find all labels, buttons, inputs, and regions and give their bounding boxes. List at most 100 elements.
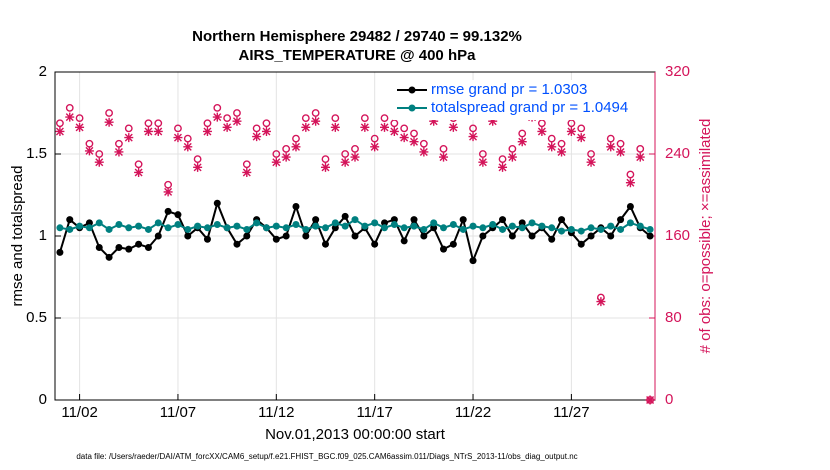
marker xyxy=(459,216,467,224)
marker xyxy=(625,178,635,188)
marker xyxy=(626,219,634,227)
marker xyxy=(262,119,271,128)
marker xyxy=(331,224,339,232)
marker xyxy=(361,222,369,230)
y-tick-label: 0 xyxy=(39,391,47,408)
marker xyxy=(469,222,477,230)
x-tick-label: 11/27 xyxy=(553,404,589,421)
marker xyxy=(243,232,251,240)
marker xyxy=(66,225,74,233)
marker xyxy=(282,232,290,240)
legend-box xyxy=(393,80,649,120)
marker xyxy=(341,150,350,158)
marker xyxy=(567,119,576,128)
marker xyxy=(351,216,359,224)
x-tick-label: 11/12 xyxy=(258,404,294,421)
marker xyxy=(408,104,416,112)
marker xyxy=(55,126,65,136)
marker xyxy=(105,225,113,233)
marker xyxy=(507,152,517,162)
marker xyxy=(626,202,634,210)
marker xyxy=(380,122,390,132)
marker xyxy=(252,132,262,142)
marker xyxy=(193,162,203,172)
marker xyxy=(194,222,202,230)
marker xyxy=(56,224,64,232)
legend-label: rmse grand pr = 1.0303 xyxy=(431,81,587,98)
marker xyxy=(488,116,498,126)
marker xyxy=(596,297,606,307)
marker xyxy=(449,240,457,248)
marker xyxy=(135,240,143,248)
marker xyxy=(95,219,103,227)
marker xyxy=(607,232,615,240)
marker xyxy=(371,240,379,248)
marker xyxy=(468,132,478,142)
marker xyxy=(587,232,595,240)
marker xyxy=(311,109,320,117)
marker xyxy=(331,219,339,227)
marker xyxy=(163,187,173,197)
marker xyxy=(340,157,350,167)
marker xyxy=(478,157,488,167)
marker xyxy=(95,150,104,158)
y2-axis-label: # of obs: o=possible; ×=assimilated xyxy=(697,119,714,354)
marker xyxy=(115,221,123,229)
marker xyxy=(408,86,416,94)
marker xyxy=(271,157,281,167)
marker xyxy=(272,222,280,230)
marker xyxy=(84,146,94,156)
marker xyxy=(410,216,418,224)
marker xyxy=(537,126,547,136)
marker xyxy=(371,219,379,227)
marker xyxy=(272,235,280,243)
marker xyxy=(125,224,133,232)
marker xyxy=(370,134,379,143)
marker xyxy=(154,119,163,128)
marker xyxy=(124,133,134,143)
marker xyxy=(616,139,625,148)
marker xyxy=(321,155,330,164)
marker xyxy=(420,225,428,233)
marker xyxy=(360,122,370,132)
marker xyxy=(261,126,271,136)
marker xyxy=(56,248,64,256)
marker xyxy=(232,116,242,126)
marker xyxy=(478,150,487,158)
marker xyxy=(390,221,398,229)
marker xyxy=(577,240,585,248)
marker xyxy=(144,119,153,128)
marker xyxy=(202,126,212,136)
footnote: data file: /Users/raeder/DAI/ATM_forcXX/… xyxy=(76,452,577,461)
marker xyxy=(518,224,526,232)
x-tick-label: 11/17 xyxy=(356,404,392,421)
marker xyxy=(479,232,487,240)
marker xyxy=(448,122,458,132)
marker xyxy=(390,216,398,224)
marker xyxy=(557,139,566,148)
y-tick-label: 0.5 xyxy=(26,309,47,326)
marker xyxy=(351,144,359,153)
marker xyxy=(587,224,595,232)
marker xyxy=(617,225,625,233)
marker xyxy=(538,222,546,230)
marker xyxy=(558,216,566,224)
marker xyxy=(312,216,320,224)
marker xyxy=(566,126,576,136)
marker xyxy=(626,170,635,179)
marker xyxy=(213,221,221,229)
marker xyxy=(184,225,192,233)
marker xyxy=(429,116,439,126)
marker xyxy=(183,142,193,152)
marker xyxy=(548,235,556,243)
marker xyxy=(430,219,438,227)
marker xyxy=(65,112,75,122)
marker xyxy=(409,137,419,147)
marker xyxy=(587,150,595,158)
marker xyxy=(646,225,654,233)
marker xyxy=(134,167,144,177)
marker xyxy=(174,124,182,133)
marker xyxy=(341,222,349,230)
marker xyxy=(105,253,113,261)
